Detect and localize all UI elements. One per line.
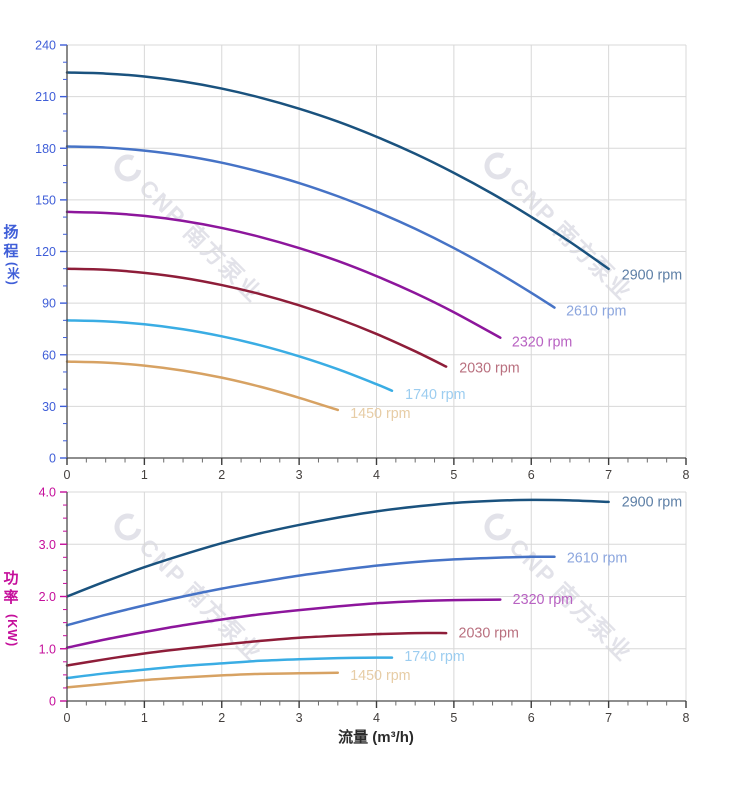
x-tick-label: 5 [450,468,457,482]
y-tick-label: 240 [35,39,56,53]
curve-head-vs-flow-2320-rpm [65,210,502,339]
y-tick-label: 3.0 [39,538,56,552]
rpm-label-1740-rpm: 1740 rpm [404,649,464,665]
x-tick-label: 7 [605,711,612,725]
x-axis-title: 流量 (m³/h) [338,728,414,746]
rpm-label-2610-rpm: 2610 rpm [567,550,627,566]
x-tick-label: 8 [683,468,690,482]
x-tick-label: 0 [64,711,71,725]
rpm-label-2900-rpm: 2900 rpm [622,494,682,510]
x-ticks: 0 1 2 3 4 5 6 7 8 [64,701,690,725]
watermark: CNP 南方泵业 [484,513,638,667]
curve-head-vs-flow-2900-rpm [65,71,610,271]
y-tick-label: 120 [35,245,56,259]
curves [65,71,610,412]
curve-head-vs-flow-2030-rpm [65,267,448,368]
watermark-text: CNP 南方泵业 [134,174,267,307]
y-tick-label: 150 [35,193,56,207]
curve-power-vs-flow-1740-rpm [65,656,394,680]
rpm-label-1450-rpm: 1450 rpm [350,668,410,684]
y-tick-label: 210 [35,90,56,104]
cnp-logo-watermark-icon [114,154,142,182]
y-tick-label: 0 [49,695,56,709]
rpm-label-2900-rpm: 2900 rpm [622,268,682,284]
curve-head-vs-flow-2610-rpm [65,145,556,309]
gridlines [67,491,687,701]
x-tick-label: 0 [64,468,71,482]
watermark: CNP 南方泵业 [114,154,268,308]
power-y-axis-unit: (KW) [5,614,19,647]
cnp-logo-watermark-icon [484,513,512,541]
watermark: CNP 南方泵业 [484,152,638,306]
x-ticks: 0 1 2 3 4 5 6 7 8 [64,458,690,482]
y-tick-label: 1.0 [39,642,56,656]
rpm-label-1450-rpm: 1450 rpm [350,406,410,422]
x-tick-label: 7 [605,468,612,482]
y-tick-label: 0 [49,452,56,466]
series-labels: 2900 rpm 2610 rpm 2320 rpm 2030 rpm 1740 rpm… [350,494,682,683]
power-chart: 0 1.0 2.0 3.0 4.0 0 1 2 3 4 5 6 7 8 2900 rpm 2610 rpm 23… [39,486,690,726]
x-tick-label: 3 [296,468,303,482]
x-tick-label: 4 [373,468,380,482]
x-tick-label: 1 [141,468,148,482]
x-tick-label: 6 [528,711,535,725]
cnp-logo-watermark-icon [114,513,142,541]
rpm-label-2320-rpm: 2320 rpm [512,335,572,351]
rpm-label-1740-rpm: 1740 rpm [405,387,465,403]
x-tick-label: 6 [528,468,535,482]
curve-power-vs-flow-1450-rpm [65,671,340,689]
x-tick-label: 5 [450,711,457,725]
series-labels: 2900 rpm 2610 rpm 2320 rpm 2030 rpm 1740 rpm… [350,268,682,423]
x-tick-label: 8 [683,711,690,725]
curve-power-vs-flow-2610-rpm [65,555,556,627]
gridlines [67,44,687,458]
y-tick-label: 90 [42,297,56,311]
y-tick-label: 4.0 [39,486,56,500]
cnp-logo-watermark-icon [484,152,512,180]
y-tick-label: 180 [35,142,56,156]
watermark-text: CNP 南方泵业 [504,172,637,305]
curve-power-vs-flow-2030-rpm [65,631,448,667]
curves [65,498,610,689]
curve-head-vs-flow-1450-rpm [65,360,340,412]
x-tick-label: 4 [373,711,380,725]
head-y-axis-title: 扬程 [2,223,19,262]
curve-power-vs-flow-2900-rpm [65,498,610,598]
head-y-axis-unit: (米) [5,262,20,286]
curve-head-vs-flow-1740-rpm [65,319,394,392]
y-ticks: 0 30 60 90 120 150 180 210 240 [35,39,67,466]
x-tick-label: 2 [218,711,225,725]
y-tick-label: 30 [42,400,56,414]
watermark: CNP 南方泵业 [114,513,268,667]
x-tick-label: 3 [296,711,303,725]
y-ticks: 0 1.0 2.0 3.0 4.0 [39,486,67,709]
y-tick-label: 2.0 [39,590,56,604]
x-tick-label: 2 [218,468,225,482]
power-y-axis-title: 功率 [2,570,19,608]
rpm-label-2030-rpm: 2030 rpm [459,361,519,377]
rpm-label-2030-rpm: 2030 rpm [459,626,519,642]
rpm-label-2320-rpm: 2320 rpm [513,592,573,608]
y-tick-label: 60 [42,348,56,362]
rpm-label-2610-rpm: 2610 rpm [566,304,626,320]
curve-power-vs-flow-2320-rpm [65,598,502,649]
x-tick-label: 1 [141,711,148,725]
